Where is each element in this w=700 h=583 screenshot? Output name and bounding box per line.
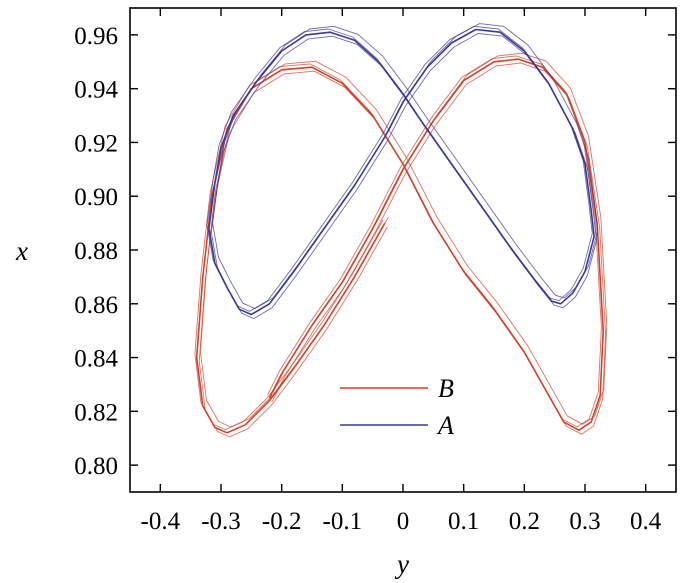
series-line-b: [195, 58, 604, 434]
series-b: [194, 52, 608, 438]
legend: BA: [340, 374, 454, 440]
x-tick-label: -0.1: [323, 508, 363, 535]
y-tick-label: 0.96: [74, 23, 118, 50]
series-line-a: [210, 33, 597, 320]
series-a: [206, 23, 599, 320]
x-tick-label: 0.2: [509, 508, 540, 535]
x-tick-label: -0.3: [201, 508, 241, 535]
y-axis-title: x: [15, 236, 28, 266]
y-tick-label: 0.86: [74, 292, 118, 319]
series-line-b: [194, 55, 602, 431]
x-tick-label: -0.2: [262, 508, 302, 535]
series-line-b: [199, 52, 608, 428]
x-tick-label: 0.1: [448, 508, 479, 535]
y-tick-label: 0.80: [74, 453, 118, 480]
legend-label-a: A: [436, 411, 454, 440]
x-axis: -0.4 -0.3 -0.2 -0.1 0 0.1 0.2 0.3 0.4: [141, 8, 662, 535]
y-tick-label: 0.94: [74, 77, 118, 104]
y-tick-label: 0.84: [74, 346, 118, 373]
x-tick-label: -0.4: [141, 508, 181, 535]
series-line-a: [206, 25, 593, 312]
series-line-b: [198, 62, 607, 438]
plot-area: [129, 7, 677, 493]
y-tick-label: 0.82: [74, 399, 118, 426]
x-axis-title: y: [394, 549, 409, 579]
x-tick-label: 0: [397, 508, 410, 535]
legend-label-b: B: [438, 374, 454, 403]
series-line-a: [212, 23, 599, 310]
y-tick-label: 0.90: [74, 184, 118, 211]
x-tick-label: 0.3: [569, 508, 600, 535]
y-axis: 0.80 0.82 0.84 0.86 0.88 0.90 0.92 0.94 0.96: [74, 23, 676, 480]
y-tick-label: 0.88: [74, 238, 118, 265]
y-tick-label: 0.92: [74, 130, 118, 157]
x-tick-label: 0.4: [630, 508, 662, 535]
